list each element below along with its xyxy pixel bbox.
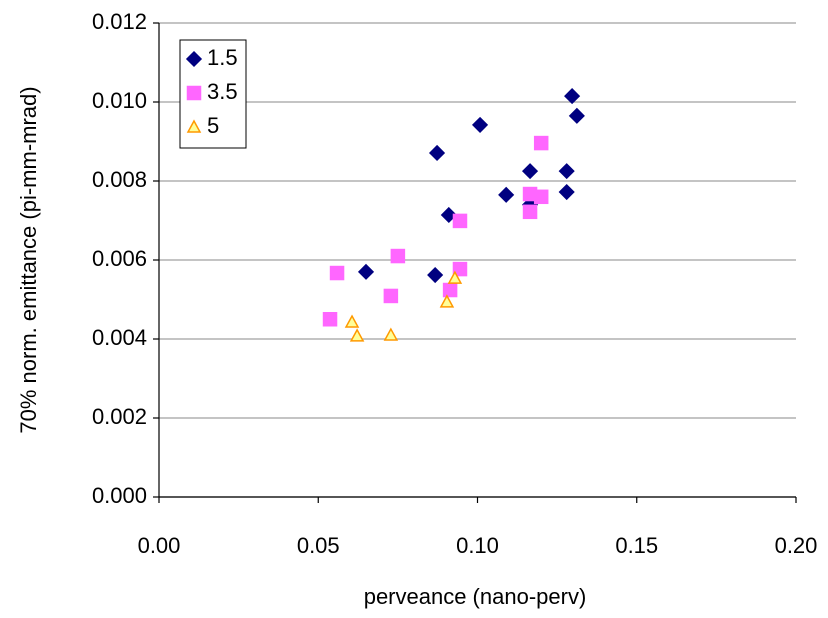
x-tick-label: 0.10	[456, 533, 499, 558]
legend-marker	[186, 119, 202, 133]
point	[440, 206, 457, 224]
point	[383, 327, 399, 341]
point	[522, 204, 538, 220]
point	[533, 189, 549, 205]
point	[344, 314, 360, 328]
legend-label: 3.5	[207, 79, 238, 104]
point	[427, 266, 444, 284]
y-axis-title: 70% norm. emittance (pi-mm-mrad)	[16, 86, 41, 433]
point	[390, 248, 406, 264]
point	[357, 263, 375, 280]
point	[452, 261, 468, 277]
point	[329, 265, 345, 281]
y-tick-label: 0.002	[92, 404, 147, 429]
point	[439, 294, 455, 308]
y-tick-label: 0.012	[92, 9, 147, 34]
point	[498, 186, 515, 203]
y-tick-label: 0.000	[92, 483, 147, 508]
point	[452, 213, 468, 229]
point	[428, 144, 446, 162]
x-tick-label: 0.20	[775, 533, 818, 558]
point	[558, 183, 575, 201]
point	[568, 107, 585, 124]
y-tick-label: 0.004	[92, 325, 147, 350]
point	[533, 135, 549, 151]
y-tick-label: 0.006	[92, 246, 147, 271]
legend-marker	[186, 85, 202, 101]
point	[383, 288, 399, 304]
legend-marker	[185, 50, 203, 68]
x-tick-label: 0.05	[297, 533, 340, 558]
point	[471, 116, 489, 133]
y-tick-label: 0.010	[92, 88, 147, 113]
point	[447, 270, 463, 284]
point	[521, 163, 539, 180]
y-tick-label: 0.008	[92, 167, 147, 192]
x-axis-title: perveance (nano-perv)	[364, 584, 587, 609]
x-tick-label: 0.00	[138, 533, 181, 558]
legend-label: 1.5	[207, 45, 238, 70]
point	[442, 282, 458, 298]
legend-label: 5	[207, 113, 219, 138]
point	[322, 312, 338, 327]
x-tick-label: 0.15	[615, 533, 658, 558]
point	[349, 328, 365, 342]
point	[564, 88, 581, 105]
point	[558, 163, 575, 180]
